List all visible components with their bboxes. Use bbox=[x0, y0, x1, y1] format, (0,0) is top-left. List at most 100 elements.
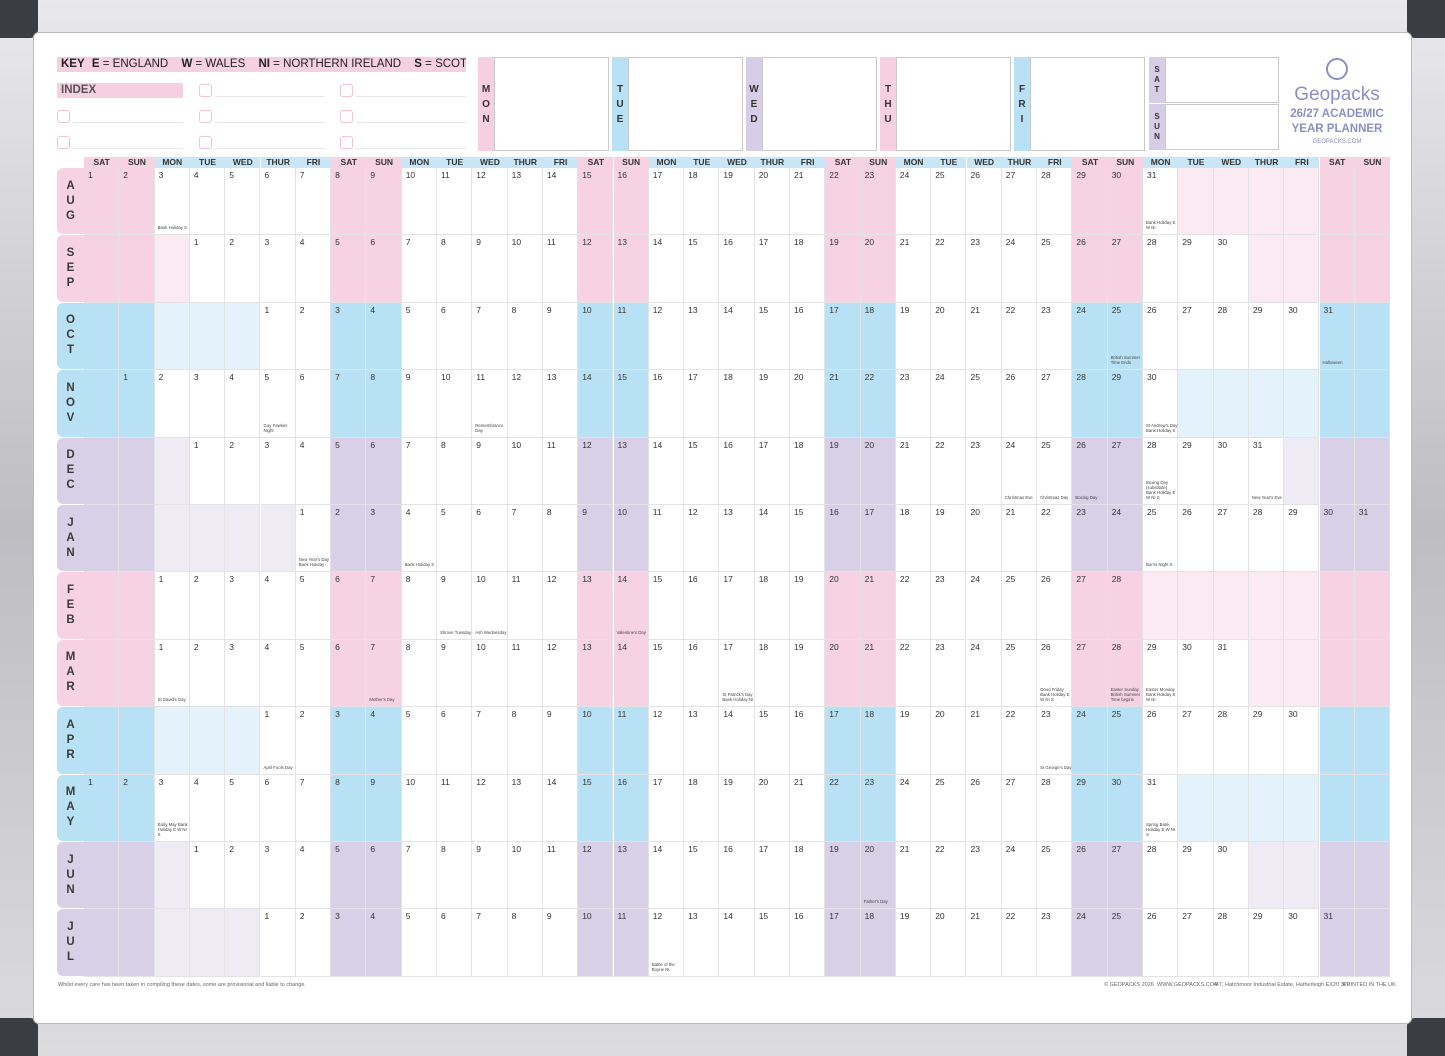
day-cell[interactable]: 23 bbox=[860, 774, 896, 842]
day-cell[interactable]: 11 bbox=[542, 842, 579, 910]
day-cell[interactable]: 22 bbox=[931, 437, 967, 505]
day-cell[interactable]: 17 bbox=[684, 370, 720, 438]
index-line[interactable] bbox=[356, 148, 466, 149]
day-cell[interactable]: 3 bbox=[189, 370, 226, 438]
day-cell[interactable]: 23 bbox=[860, 168, 896, 236]
day-cell[interactable]: 6 bbox=[260, 168, 296, 236]
day-cell[interactable]: 8 bbox=[401, 639, 437, 708]
day-cell[interactable]: 21 bbox=[966, 909, 1002, 977]
day-cell[interactable]: 3 bbox=[366, 505, 402, 573]
day-cell[interactable]: 8 bbox=[437, 842, 473, 910]
day-cell[interactable]: 12 bbox=[578, 235, 614, 303]
weekday-notes-thu[interactable] bbox=[896, 57, 1011, 151]
day-cell[interactable]: 3 bbox=[331, 707, 367, 775]
day-cell[interactable]: 4 bbox=[225, 370, 261, 438]
day-cell[interactable]: 5 bbox=[437, 505, 473, 573]
day-cell[interactable]: 13 bbox=[542, 370, 579, 438]
day-cell[interactable]: 19 bbox=[895, 707, 932, 775]
day-cell[interactable]: 4 bbox=[189, 168, 226, 236]
day-cell[interactable]: 15 bbox=[754, 707, 790, 775]
day-cell[interactable]: 8 bbox=[507, 302, 543, 371]
day-cell[interactable]: 4 bbox=[295, 235, 332, 303]
day-cell[interactable]: 14 bbox=[542, 168, 579, 236]
day-cell[interactable]: 5 bbox=[225, 168, 261, 236]
day-cell[interactable]: 29 bbox=[1178, 842, 1214, 910]
day-cell[interactable]: 10 bbox=[507, 842, 543, 910]
day-cell[interactable]: 9 bbox=[542, 302, 579, 371]
day-cell[interactable]: 21 bbox=[860, 639, 896, 708]
day-cell[interactable]: 15 bbox=[578, 168, 614, 236]
day-cell[interactable]: 24 bbox=[1107, 505, 1143, 573]
day-cell[interactable]: 15 bbox=[648, 639, 685, 708]
day-cell[interactable]: 7 bbox=[507, 505, 543, 573]
day-cell[interactable]: 8 bbox=[331, 168, 367, 236]
day-cell[interactable]: 26 Boxing Day bbox=[1072, 437, 1108, 505]
day-cell[interactable]: 5 Guy Fawkes Night bbox=[260, 370, 296, 438]
day-cell[interactable]: 5 bbox=[331, 437, 367, 505]
day-cell[interactable]: 5 bbox=[295, 639, 332, 708]
day-cell[interactable]: 9 bbox=[472, 437, 508, 505]
day-cell[interactable]: 20 bbox=[754, 774, 790, 842]
day-cell[interactable]: 2 bbox=[295, 302, 332, 371]
day-cell[interactable]: 27 bbox=[1001, 774, 1038, 842]
day-cell[interactable]: 31 New Year's Eve bbox=[1248, 437, 1285, 505]
day-cell[interactable]: 2 bbox=[225, 235, 261, 303]
day-cell[interactable]: 9 bbox=[542, 707, 579, 775]
day-cell[interactable]: 20 bbox=[931, 302, 967, 371]
day-cell[interactable]: 21 bbox=[895, 842, 932, 910]
day-cell[interactable]: 6 bbox=[366, 235, 402, 303]
day-cell[interactable]: 13 bbox=[684, 302, 720, 371]
day-cell[interactable]: 20 bbox=[825, 639, 861, 708]
day-cell[interactable]: 18 bbox=[719, 370, 755, 438]
day-cell[interactable]: 7 bbox=[331, 370, 367, 438]
day-cell[interactable]: 23 bbox=[1072, 505, 1108, 573]
day-cell[interactable]: 1 bbox=[119, 370, 155, 438]
day-cell[interactable]: 29 bbox=[1178, 437, 1214, 505]
day-cell[interactable]: 21 bbox=[825, 370, 861, 438]
day-cell[interactable]: 23 bbox=[1037, 302, 1073, 371]
day-cell[interactable]: 30 bbox=[1107, 774, 1143, 842]
day-cell[interactable]: 4 bbox=[260, 572, 296, 640]
day-cell[interactable]: 31 Spring Bank Holiday E W NI S bbox=[1143, 774, 1179, 842]
day-cell[interactable]: 17 bbox=[860, 505, 896, 573]
weekend-notes-sat[interactable] bbox=[1165, 57, 1279, 103]
index-checkbox[interactable] bbox=[340, 84, 353, 97]
day-cell[interactable]: 30 bbox=[1213, 235, 1249, 303]
day-cell[interactable]: 19 bbox=[719, 774, 755, 842]
day-cell[interactable]: 17 St Patrick's Day Bank Holiday NI bbox=[719, 639, 755, 708]
day-cell[interactable]: 30 bbox=[1213, 437, 1249, 505]
day-cell[interactable]: 15 bbox=[613, 370, 649, 438]
day-cell[interactable]: 9 Shrove Tuesday bbox=[437, 572, 473, 640]
weekday-notes-tue[interactable] bbox=[628, 57, 743, 151]
day-cell[interactable]: 11 bbox=[437, 168, 473, 236]
day-cell[interactable]: 26 bbox=[966, 168, 1002, 236]
day-cell[interactable]: 20 bbox=[754, 168, 790, 236]
day-cell[interactable]: 8 bbox=[401, 572, 437, 640]
day-cell[interactable]: 17 bbox=[825, 707, 861, 775]
day-cell[interactable]: 26 bbox=[1001, 370, 1038, 438]
day-cell[interactable]: 8 bbox=[542, 505, 579, 573]
day-cell[interactable]: 20 bbox=[860, 235, 896, 303]
day-cell[interactable]: 14 bbox=[648, 842, 685, 910]
day-cell[interactable]: 2 bbox=[119, 774, 155, 842]
day-cell[interactable]: 21 bbox=[790, 168, 826, 236]
day-cell[interactable]: 18 bbox=[860, 909, 896, 977]
day-cell[interactable]: 13 bbox=[719, 505, 755, 573]
day-cell[interactable]: 10 bbox=[401, 168, 437, 236]
day-cell[interactable]: 21 bbox=[966, 302, 1002, 371]
index-checkbox[interactable] bbox=[199, 84, 212, 97]
day-cell[interactable]: 12 bbox=[472, 774, 508, 842]
day-cell[interactable]: 10 bbox=[472, 639, 508, 708]
day-cell[interactable]: 8 bbox=[331, 774, 367, 842]
day-cell[interactable]: 6 bbox=[331, 572, 367, 640]
day-cell[interactable]: 27 bbox=[1037, 370, 1073, 438]
day-cell[interactable]: 5 bbox=[295, 572, 332, 640]
day-cell[interactable]: 16 bbox=[684, 572, 720, 640]
day-cell[interactable]: 7 bbox=[295, 168, 332, 236]
index-line[interactable] bbox=[73, 148, 183, 149]
day-cell[interactable]: 3 bbox=[260, 235, 296, 303]
day-cell[interactable]: 27 bbox=[1178, 909, 1214, 977]
day-cell[interactable]: 26 Good Friday Bank Holiday E W NI S bbox=[1037, 639, 1073, 708]
day-cell[interactable]: 26 bbox=[1072, 842, 1108, 910]
day-cell[interactable]: 10 bbox=[613, 505, 649, 573]
